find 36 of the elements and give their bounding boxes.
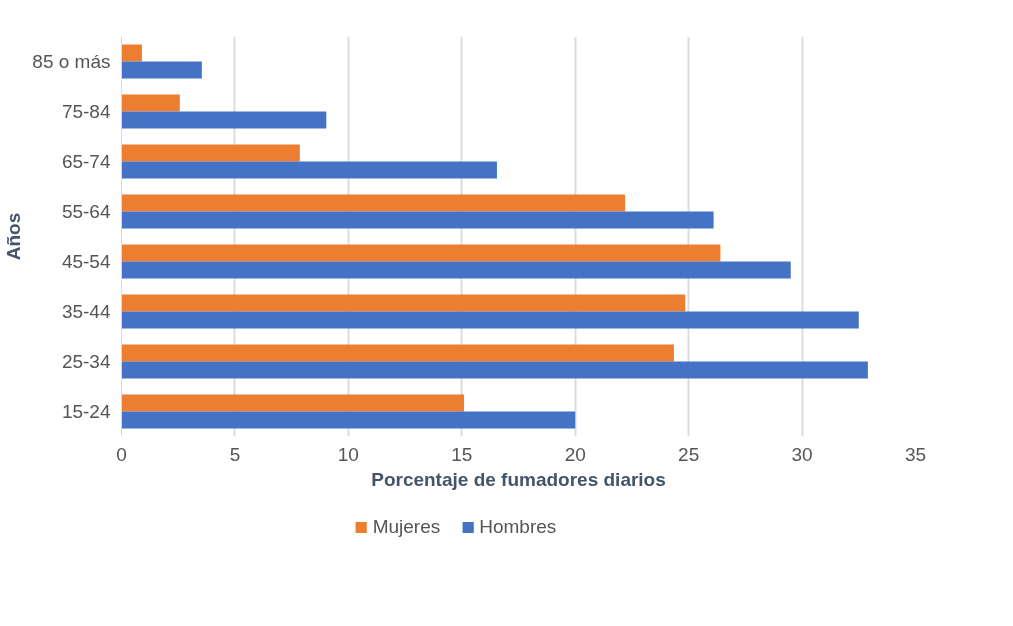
y-tick-label: 65-74 — [61, 151, 111, 172]
bar — [121, 111, 327, 129]
bar — [121, 244, 721, 262]
bar — [121, 411, 576, 429]
y-tick-label: 85 o más — [32, 51, 111, 72]
y-axis-title: Años — [3, 212, 25, 261]
x-tick-label: 35 — [904, 443, 927, 465]
y-tick-label: 35-44 — [61, 301, 111, 322]
bar — [121, 161, 497, 179]
bar — [121, 144, 300, 162]
x-tick-label: 0 — [116, 443, 127, 465]
bar — [121, 94, 180, 112]
x-tick-label: 20 — [564, 443, 586, 465]
bar — [121, 44, 142, 62]
bar — [121, 211, 714, 229]
y-tick-label: 55-64 — [61, 201, 111, 222]
y-tick-label: 75-84 — [61, 101, 111, 122]
x-tick-label: 25 — [678, 443, 700, 465]
bar — [121, 361, 868, 379]
bar — [121, 294, 686, 312]
bar — [121, 394, 465, 412]
bar — [121, 344, 674, 362]
y-tick-label: 25-34 — [61, 351, 111, 372]
x-tick-label: 15 — [451, 443, 473, 465]
legend-label: Mujeres — [372, 516, 441, 538]
x-tick-label: 5 — [229, 443, 241, 465]
y-tick-label: 15-24 — [61, 401, 111, 422]
y-tick-label: 45-54 — [61, 251, 111, 272]
x-tick-label: 30 — [791, 443, 813, 465]
bar — [121, 61, 202, 79]
bar — [121, 311, 859, 329]
bar — [121, 261, 791, 279]
legend-label: Hombres — [479, 516, 557, 538]
x-axis-title: Porcentaje de fumadores diarios — [371, 468, 666, 490]
x-tick-label: 10 — [337, 443, 359, 465]
bar — [121, 194, 626, 212]
